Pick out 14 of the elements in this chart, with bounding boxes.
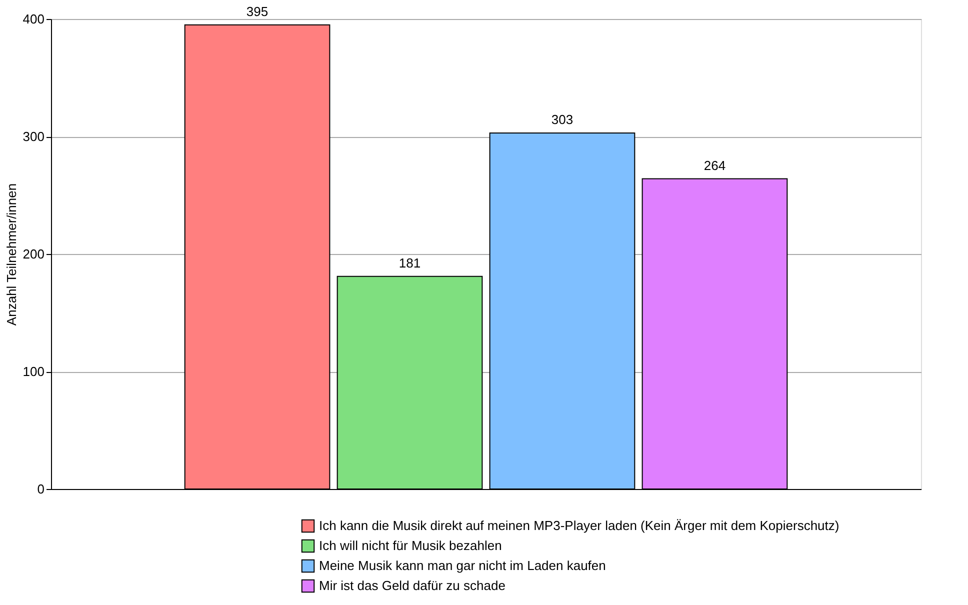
data-label: 395 — [246, 4, 268, 19]
data-label: 264 — [704, 158, 726, 173]
y-tick-label: 400 — [22, 12, 44, 26]
y-tick-label: 100 — [22, 364, 44, 379]
data-label: 181 — [398, 255, 421, 270]
y-tick-label: 0 — [37, 482, 44, 496]
legend-label: Ich kann die Musik direkt auf meinen MP3-Player laden (Kein Ärger mit dem Kopierschutz) — [319, 518, 840, 533]
y-tick-label: 200 — [22, 246, 44, 262]
y-axis-title: Anzahl Teilnehmer/innen — [4, 183, 19, 326]
data-label: 303 — [551, 112, 574, 127]
y-tick-label: 300 — [22, 129, 44, 144]
legend-label: Mir ist das Geld dafür zu schade — [319, 578, 506, 593]
legend-label: Meine Musik kann man gar nicht im Laden kaufen — [319, 558, 606, 573]
legend-label: Ich will nicht für Musik bezahlen — [319, 538, 502, 553]
